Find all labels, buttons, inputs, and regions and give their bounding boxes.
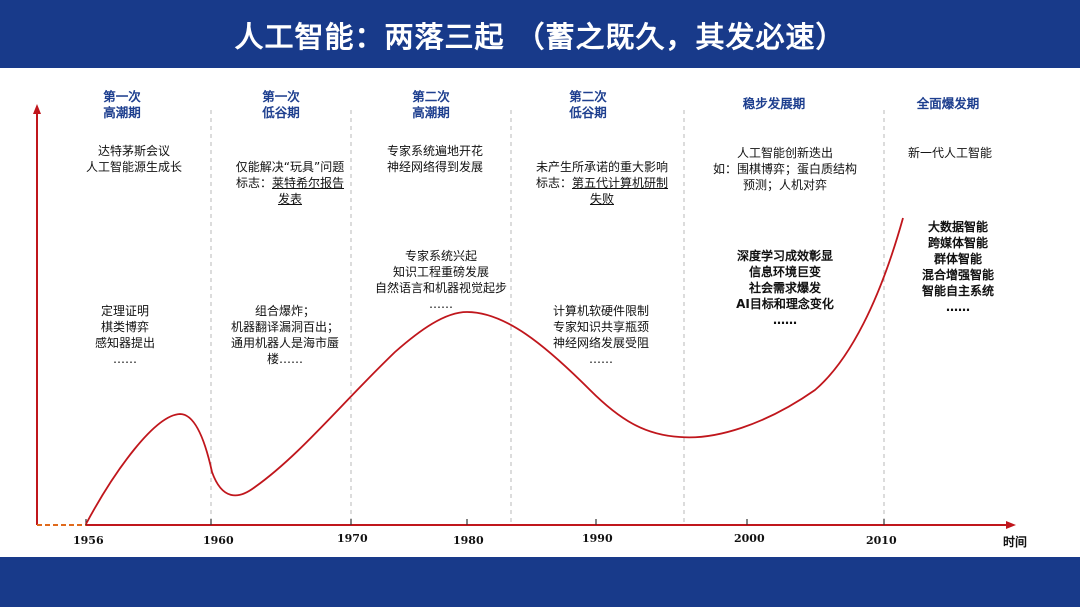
phase-title: 第二次 低谷期 bbox=[569, 89, 607, 120]
phase-top-note-underlined: 莱特希尔报告 发表 bbox=[272, 176, 345, 206]
phase-title: 稳步发展期 bbox=[742, 96, 806, 111]
phase-title: 全面爆发期 bbox=[916, 96, 980, 111]
development-curve bbox=[85, 217, 904, 525]
x-tick-label: 1956 bbox=[73, 534, 104, 547]
x-tick-label: 1980 bbox=[453, 534, 484, 547]
x-tick-label: 1970 bbox=[337, 532, 368, 545]
phase-top-note: 仅能解决“玩具”问题 标志：莱特希尔报告 发表 bbox=[222, 143, 358, 207]
x-tick-label: 2000 bbox=[734, 532, 765, 545]
phase-title: 第二次 高潮期 bbox=[412, 89, 450, 120]
page-title: 人工智能：两落三起 （蓄之既久，其发必速） bbox=[234, 20, 846, 54]
phase-top-note: 未产生所承诺的重大影响 标志：第五代计算机研制 失败 bbox=[520, 143, 684, 207]
x-tick-label: 2010 bbox=[866, 534, 897, 547]
x-tick-label: 1960 bbox=[203, 534, 234, 547]
phase-title: 第一次 高潮期 bbox=[103, 89, 141, 120]
phase-top-note: 人工智能创新迭出 如：围棋博弈；蛋白质结构 预测；人机对弈 bbox=[712, 146, 857, 192]
x-axis-label: 时间 bbox=[1003, 535, 1028, 549]
phase-detail-note: 专家系统兴起 知识工程重磅发展 自然语言和机器视觉起步 …… bbox=[374, 249, 507, 311]
x-axis-arrow bbox=[1006, 521, 1016, 529]
phase-top-note: 达特茅斯会议 人工智能源生成长 bbox=[85, 144, 182, 174]
header-bar bbox=[0, 0, 1080, 68]
phase-detail-note: 深度学习成效彰显 信息环境巨变 社会需求爆发 AI目标和理念变化 …… bbox=[736, 249, 834, 327]
y-axis-arrow bbox=[33, 104, 41, 114]
phase-top-note: 新一代人工智能 bbox=[907, 146, 992, 160]
phase-detail-note: 计算机软硬件限制 专家知识共享瓶颈 神经网络发展受阻 …… bbox=[552, 304, 649, 366]
x-tick-label: 1990 bbox=[582, 532, 613, 545]
phase-detail-note: 定理证明 棋类博弈 感知器提出 …… bbox=[94, 304, 155, 366]
phase-top-note: 专家系统遍地开花 神经网络得到发展 bbox=[386, 144, 483, 174]
phase-detail-note: 组合爆炸； 机器翻译漏洞百出； 通用机器人是海市蜃 楼…… bbox=[230, 304, 339, 366]
phase-detail-note: 大数据智能 跨媒体智能 群体智能 混合增强智能 智能自主系统 …… bbox=[921, 220, 994, 314]
phase-top-note-text: 仅能解决“玩具”问题 标志： bbox=[235, 160, 345, 190]
phase-top-note-text: 未产生所承诺的重大影响 标志： bbox=[535, 160, 668, 190]
phase-top-note-underlined: 第五代计算机研制 失败 bbox=[572, 176, 669, 206]
footer-bar bbox=[0, 557, 1080, 607]
phase-title: 第一次 低谷期 bbox=[262, 89, 300, 120]
